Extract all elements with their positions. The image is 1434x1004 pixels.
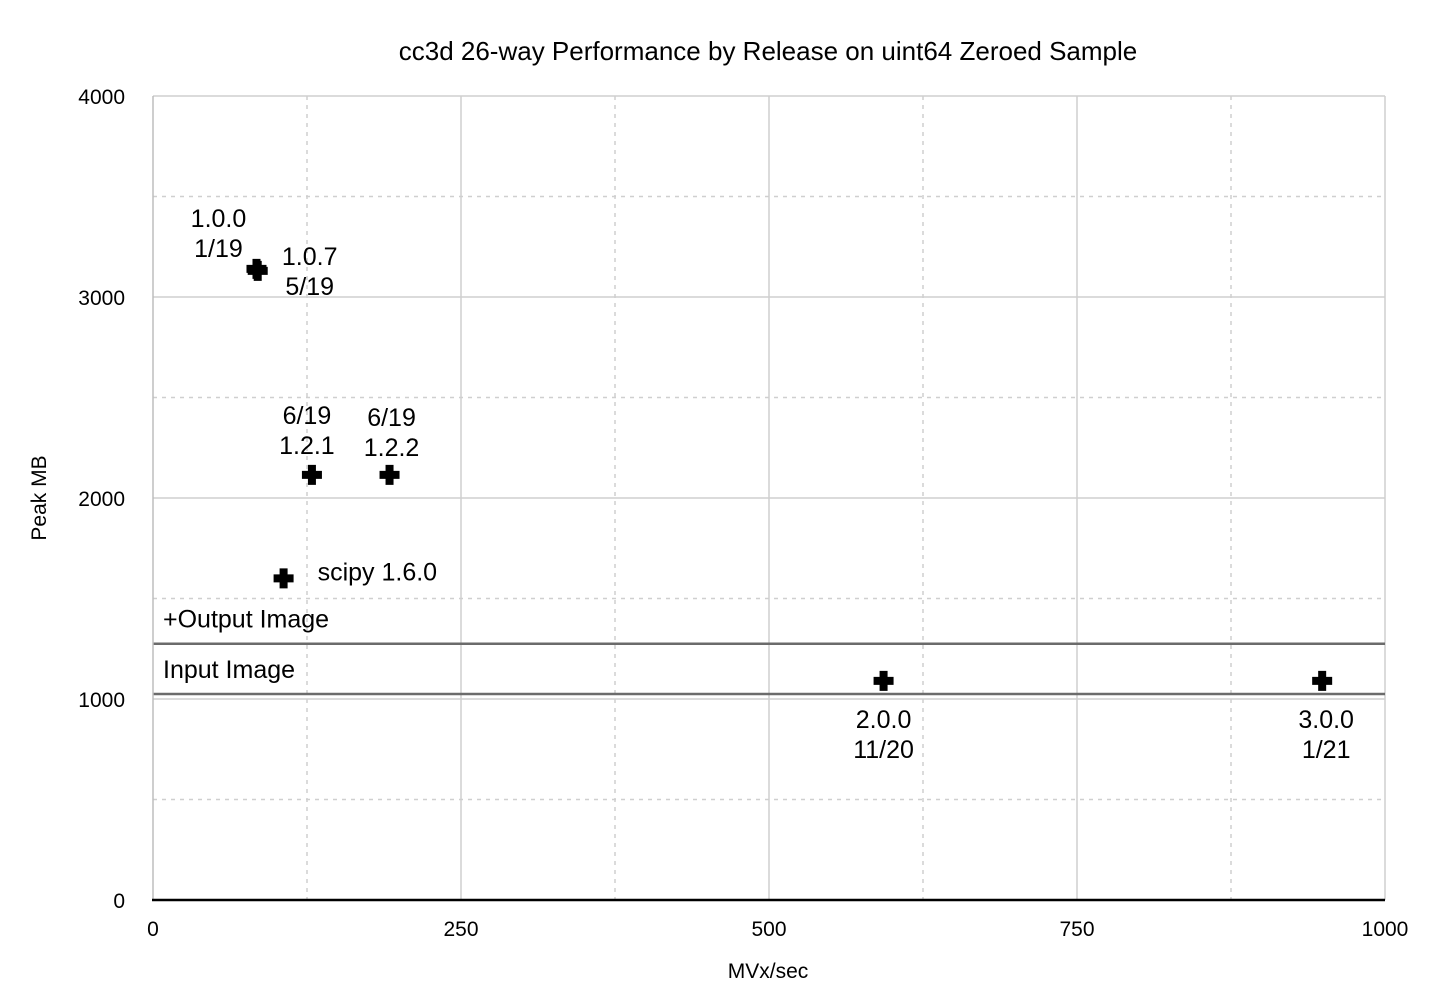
- point-labels: 1.0.01/19 1.0.75/196/191.2.16/191.2.2scip…: [191, 205, 1354, 764]
- x-tick-label: 250: [443, 918, 478, 941]
- data-label: 1.2.1: [279, 432, 335, 460]
- data-point: [379, 464, 400, 485]
- data-point: [301, 464, 322, 485]
- y-tick-label: 3000: [78, 287, 125, 310]
- y-tick-label: 2000: [78, 488, 125, 511]
- x-axis-label: MVx/sec: [728, 960, 809, 983]
- reference-line-label: Input Image: [163, 656, 295, 684]
- y-tick-label: 0: [113, 890, 125, 913]
- data-points: [246, 258, 1333, 691]
- axes: [152, 96, 1385, 902]
- data-label: 11/20: [853, 736, 914, 764]
- data-label: 6/19: [283, 402, 332, 430]
- data-label: 6/19: [367, 404, 416, 432]
- data-point: [873, 670, 894, 691]
- data-label: 1/19: [194, 235, 243, 263]
- tick-labels: 0 250 500 750 1000 0 1000 2000 3000 4000: [78, 86, 1408, 941]
- y-tick-label: 4000: [78, 86, 125, 109]
- data-label: 1.2.2: [364, 434, 420, 462]
- data-point: [1312, 670, 1333, 691]
- x-tick-label: 750: [1059, 918, 1094, 941]
- chart-title: cc3d 26-way Performance by Release on ui…: [399, 36, 1138, 66]
- data-label: 1/21: [1302, 736, 1351, 764]
- data-label: 2.0.0: [856, 706, 912, 734]
- data-label: 5/19: [285, 273, 334, 301]
- x-tick-label: 0: [147, 918, 159, 941]
- x-tick-label: 1000: [1362, 918, 1409, 941]
- x-tick-label: 500: [751, 918, 786, 941]
- data-point: [273, 568, 294, 589]
- data-label: 1.0.0: [191, 205, 247, 233]
- data-point: [247, 260, 268, 281]
- y-tick-label: 1000: [78, 689, 125, 712]
- data-label: scipy 1.6.0: [318, 558, 438, 586]
- reference-line-label: +Output Image: [163, 606, 329, 634]
- data-label: 1.0.7: [282, 243, 338, 271]
- data-label: 3.0.0: [1298, 706, 1354, 734]
- y-axis-label: Peak MB: [28, 455, 51, 540]
- reference-lines: Input Image +Output Image: [153, 606, 1385, 696]
- grid: [153, 95, 1386, 900]
